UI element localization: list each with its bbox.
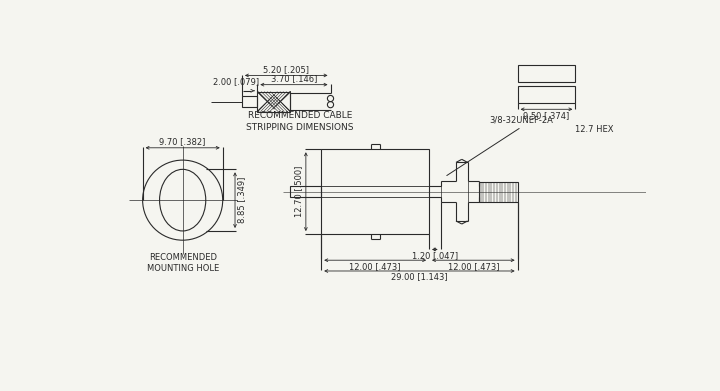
- Bar: [321, 149, 429, 234]
- Text: 12.00 [.473]: 12.00 [.473]: [349, 262, 401, 271]
- Bar: [479, 182, 518, 202]
- Bar: [257, 91, 290, 111]
- Text: RECOMMENDED
MOUNTING HOLE: RECOMMENDED MOUNTING HOLE: [147, 253, 219, 273]
- Text: 9.70 [.382]: 9.70 [.382]: [159, 137, 206, 146]
- Text: 3/8-32UNEF-2A: 3/8-32UNEF-2A: [490, 116, 554, 125]
- Text: 9.50 [.374]: 9.50 [.374]: [523, 111, 570, 120]
- Text: 3.70 [.146]: 3.70 [.146]: [271, 74, 317, 83]
- Bar: [242, 96, 257, 107]
- Text: 5.20 [.205]: 5.20 [.205]: [264, 65, 309, 74]
- Text: 8.85 [.349]: 8.85 [.349]: [238, 177, 246, 223]
- Text: 2.00 [.079]: 2.00 [.079]: [212, 77, 258, 86]
- Bar: [290, 186, 321, 197]
- Text: RECOMMENDED CABLE
STRIPPING DIMENSIONS: RECOMMENDED CABLE STRIPPING DIMENSIONS: [246, 111, 354, 132]
- Text: 12.70 [.500]: 12.70 [.500]: [294, 166, 304, 217]
- Bar: [518, 65, 575, 83]
- Text: 1.20 [.047]: 1.20 [.047]: [412, 251, 458, 260]
- Text: 12.00 [.473]: 12.00 [.473]: [448, 262, 499, 271]
- Text: 12.7 HEX: 12.7 HEX: [575, 125, 614, 134]
- Text: 29.00 [1.143]: 29.00 [1.143]: [391, 273, 448, 282]
- Bar: [518, 86, 575, 103]
